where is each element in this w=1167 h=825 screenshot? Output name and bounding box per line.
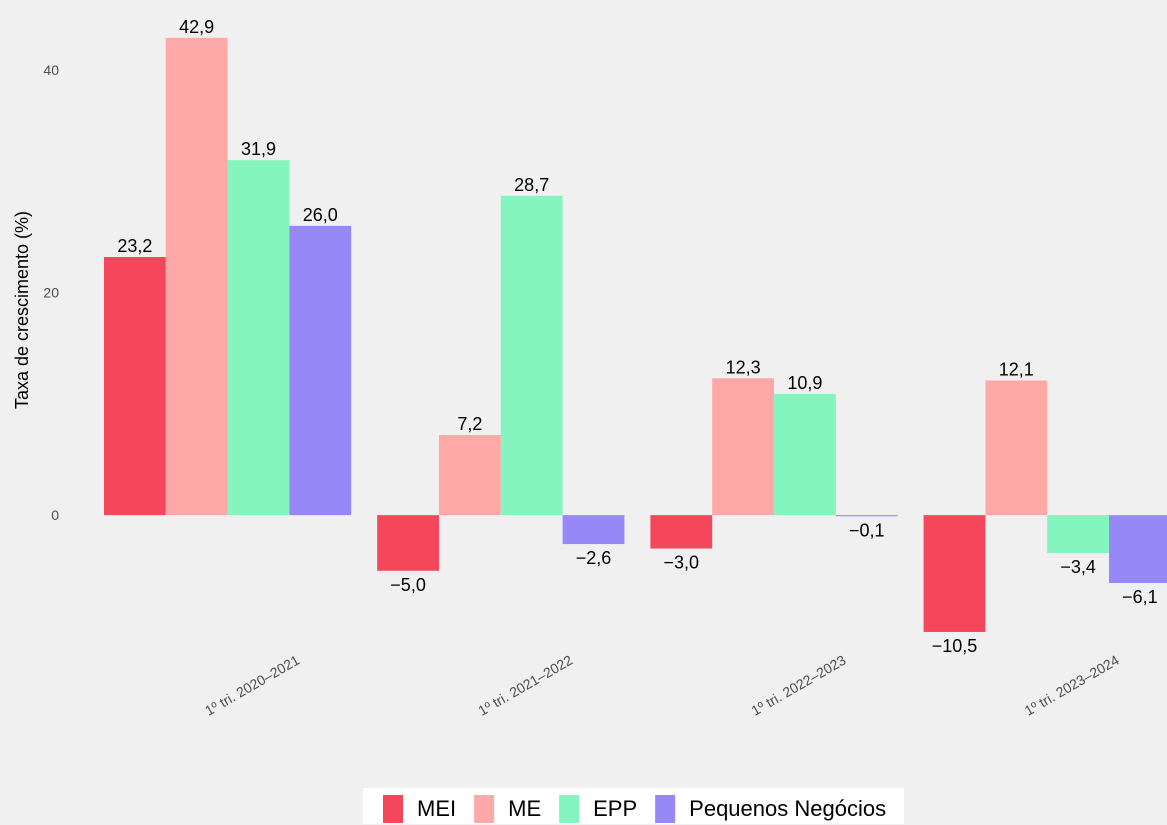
legend-label: MEI: [417, 796, 456, 821]
value-label: 7,2: [457, 414, 482, 434]
legend-label: ME: [508, 796, 541, 821]
value-label: −6,1: [1122, 587, 1158, 607]
legend: MEI ME EPP Pequenos Negócios: [363, 788, 905, 824]
bar: [227, 160, 290, 516]
value-label: −0,1: [849, 520, 885, 540]
value-label: 42,9: [179, 17, 214, 37]
y-tick-label: 40: [43, 62, 59, 78]
y-tick-label: 0: [51, 507, 59, 523]
bar: [923, 515, 986, 632]
legend-key: [559, 795, 580, 823]
y-tick-label: 20: [43, 285, 59, 301]
bar: [500, 195, 563, 516]
y-axis-title: Taxa de crescimento (%): [12, 211, 32, 409]
bar: [165, 37, 228, 516]
bar: [985, 380, 1048, 516]
value-label: 28,7: [514, 175, 549, 195]
bar: [774, 393, 836, 516]
value-label: 26,0: [303, 205, 338, 225]
bar: [712, 378, 774, 516]
legend-key: [474, 795, 495, 823]
bar: [1109, 515, 1167, 584]
value-label: −5,0: [390, 575, 426, 595]
bar: [438, 435, 501, 516]
value-label: −3,4: [1060, 557, 1096, 577]
value-label: 12,3: [726, 357, 761, 377]
value-label: 23,2: [117, 236, 152, 256]
value-label: −3,0: [664, 553, 700, 573]
bar: [289, 225, 352, 516]
legend-box: [363, 788, 905, 824]
legend-key: [383, 795, 403, 823]
legend-label: Pequenos Negócios: [689, 796, 886, 821]
bar: [835, 515, 898, 517]
bar: [1047, 515, 1110, 553]
value-label: −10,5: [932, 636, 978, 656]
value-label: 31,9: [241, 139, 276, 159]
bar: [562, 515, 625, 545]
bar: [103, 257, 166, 516]
bar: [650, 515, 713, 549]
bar: [377, 515, 439, 571]
value-label: 12,1: [999, 360, 1034, 380]
value-label: 10,9: [787, 373, 822, 393]
legend-label: EPP: [593, 796, 637, 821]
value-label: −2,6: [576, 548, 612, 568]
legend-key: [655, 795, 676, 823]
